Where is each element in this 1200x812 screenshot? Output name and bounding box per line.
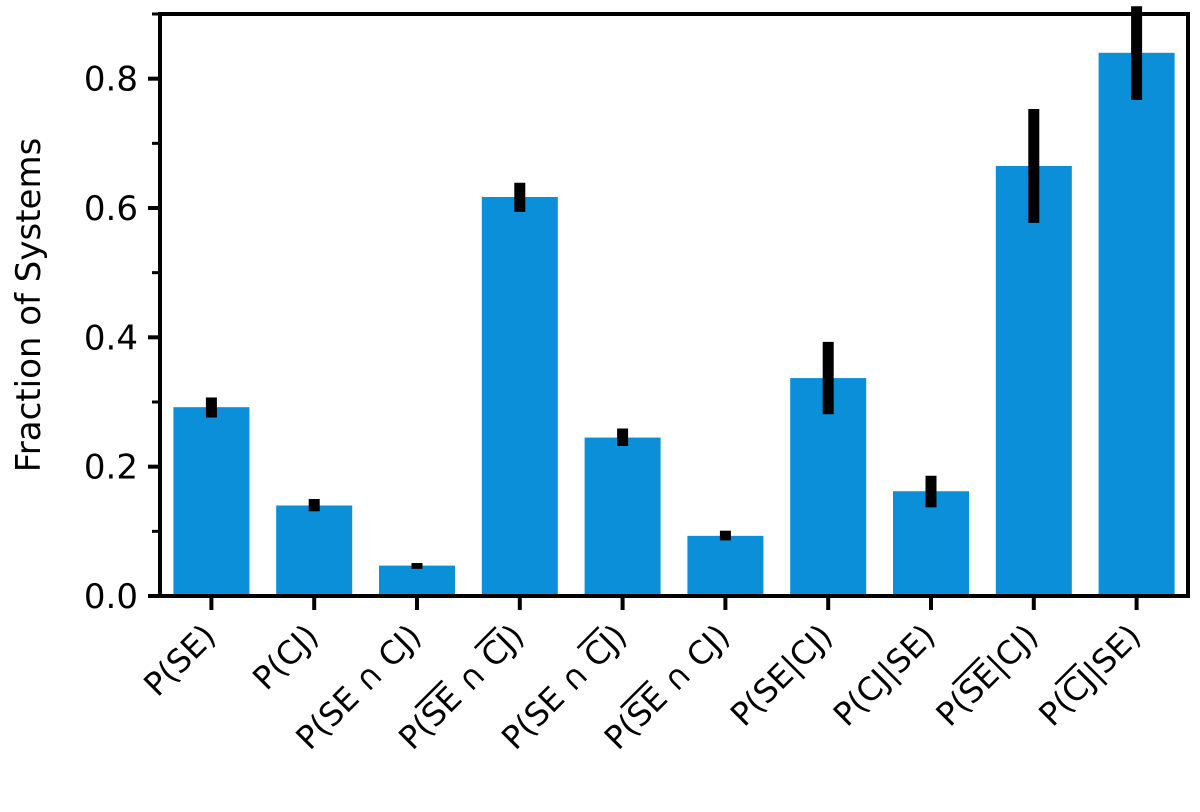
y-tick-label: 0.8: [84, 60, 138, 100]
bars-layer: [173, 52, 1175, 597]
complement-overbar: [473, 626, 497, 649]
complement-overbar: [619, 679, 649, 709]
bar-0: [173, 407, 250, 596]
x-category-text: P(CJ|SE): [826, 617, 943, 734]
x-category-label: P(SE): [136, 617, 223, 704]
y-tick-label: 0.2: [84, 448, 138, 488]
bar-6: [790, 378, 867, 596]
x-category-text: P(CJ|SE): [1031, 617, 1148, 734]
bar-2: [379, 565, 455, 596]
y-tick-label: 0.6: [84, 189, 138, 229]
plot-frame: [158, 12, 1190, 598]
y-axis-label: Fraction of Systems: [9, 138, 49, 473]
bar-9: [1098, 52, 1175, 597]
x-category-text: P(SE|CJ): [723, 617, 840, 734]
x-category-text: P(SE|CJ): [929, 617, 1046, 734]
axes-layer: [158, 12, 1190, 598]
x-category-label: P(CJ): [245, 617, 326, 698]
x-category-text: P(CJ): [245, 617, 326, 698]
bar-1: [276, 505, 353, 596]
x-axis-labels: P(SE)P(CJ)P(SE ∩ CJ)P(SE ∩ CJ)P(SE ∩ CJ)…: [136, 596, 1148, 757]
x-category-text: P(SE): [136, 617, 223, 704]
error-bars-layer: [205, 6, 1143, 569]
x-category-label: P(SE|CJ): [723, 617, 840, 734]
complement-overbar: [1054, 662, 1078, 686]
bar-5: [687, 535, 764, 596]
bar-3: [481, 197, 558, 597]
bar-4: [584, 437, 661, 596]
y-tick-label: 0.0: [84, 577, 138, 617]
x-category-label: P(CJ|SE): [826, 617, 943, 734]
complement-overbar: [951, 656, 981, 686]
y-axis-ticks: 0.0 0.2 0.4 0.6 0.8: [84, 12, 160, 617]
bar-7: [893, 491, 969, 596]
complement-overbar: [414, 679, 444, 709]
complement-overbar: [576, 626, 600, 649]
y-tick-label: 0.4: [84, 318, 138, 358]
x-category-label: P(SE|CJ): [929, 617, 1046, 734]
x-category-label: P(CJ|SE): [1031, 617, 1148, 734]
bar-8: [995, 165, 1072, 596]
